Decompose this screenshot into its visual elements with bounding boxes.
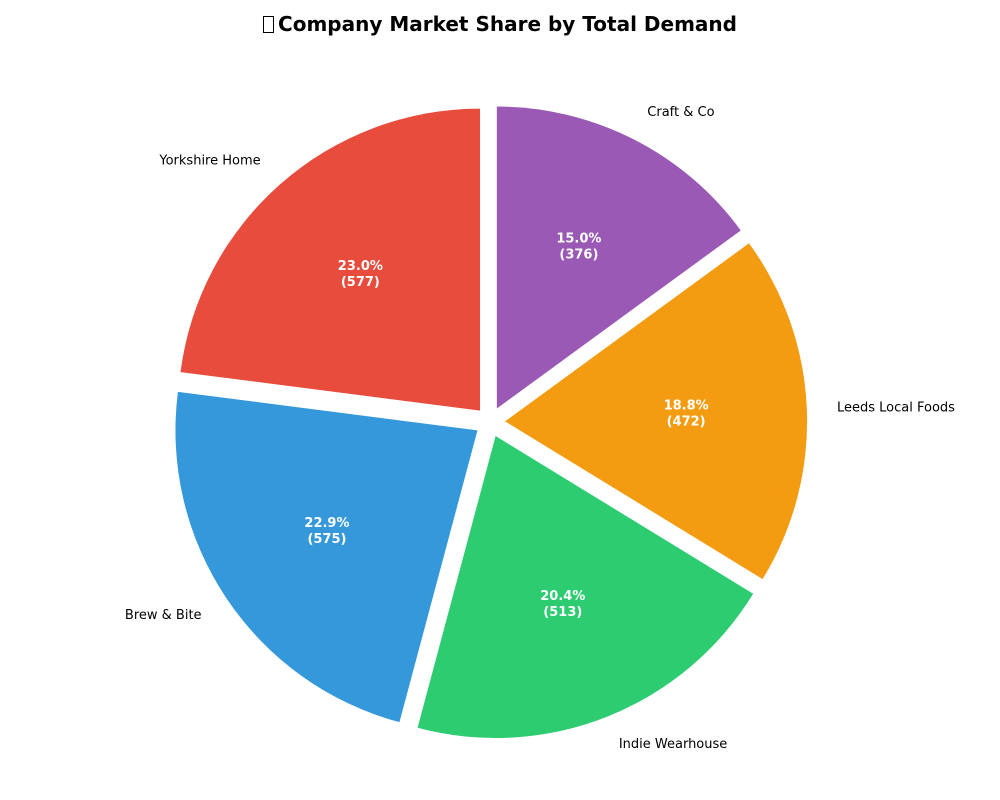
percent-label-yorkshire-home: 23.0% — [338, 259, 383, 274]
value-label-leeds-local-foods: (472) — [667, 415, 706, 430]
pie-slice-brew-and-bite — [175, 391, 478, 723]
pie-slices — [175, 106, 808, 739]
chart-emoji-icon — [263, 16, 275, 33]
chart-title-text: Company Market Share by Total Demand — [278, 12, 737, 36]
category-label-indie-wearhouse: Indie Wearhouse — [619, 737, 727, 752]
percent-label-craft-and-co: 15.0% — [556, 231, 601, 246]
category-labels: Yorkshire Home Brew & Bite Indie Wearhouse… — [125, 105, 955, 752]
pie-slice-yorkshire-home — [180, 108, 481, 411]
value-label-craft-and-co: (376) — [559, 247, 598, 262]
category-label-craft-and-co: Craft & Co — [647, 105, 714, 120]
pie-slice-indie-wearhouse — [417, 436, 754, 739]
chart-title: Company Market Share by Total Demand — [0, 12, 1000, 36]
percent-label-brew-and-bite: 22.9% — [304, 516, 349, 531]
category-label-leeds-local-foods: Leeds Local Foods — [837, 400, 955, 415]
value-label-brew-and-bite: (575) — [307, 532, 346, 547]
pie-slice-leeds-local-foods — [505, 243, 808, 580]
value-label-indie-wearhouse: (513) — [543, 605, 582, 620]
percent-label-indie-wearhouse: 20.4% — [540, 589, 585, 604]
slice-value-labels: 23.0%(577) 22.9%(575) 20.4%(513) 18.8%(472)… — [304, 231, 708, 619]
pie-slice-craft-and-co — [496, 106, 741, 409]
value-label-yorkshire-home: (577) — [341, 275, 380, 290]
percent-label-leeds-local-foods: 18.8% — [664, 399, 709, 414]
category-label-brew-and-bite: Brew & Bite — [125, 608, 202, 623]
category-label-yorkshire-home: Yorkshire Home — [158, 154, 260, 169]
